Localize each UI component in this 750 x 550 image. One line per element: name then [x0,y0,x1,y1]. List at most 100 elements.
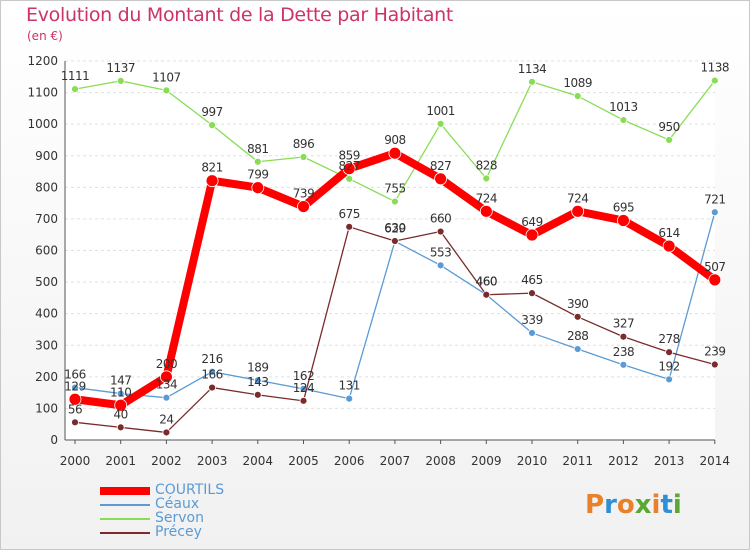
data-point [208,383,217,392]
x-tick-label: 2010 [517,454,548,468]
data-point [617,214,630,227]
data-point [710,76,719,85]
data-label: 1134 [518,62,547,76]
data-label: 1111 [61,69,90,83]
data-label: 1107 [152,70,181,84]
data-label: 755 [384,182,405,196]
logo-letter: t [660,490,673,520]
data-label: 799 [247,168,268,182]
data-point [71,383,79,392]
x-tick-label: 2013 [654,454,685,468]
logo-letter: i [672,490,682,520]
data-label: 1137 [106,61,135,75]
data-label: 1138 [701,61,730,75]
data-label: 339 [521,313,542,327]
data-label: 192 [658,359,679,373]
data-point [345,394,354,403]
data-point [573,312,582,321]
data-label: 695 [613,200,634,214]
data-point [665,348,673,357]
data-point [345,222,354,231]
unit-label: (en €) [27,29,63,43]
proxiti-logo: Proxiti [585,490,682,520]
legend-swatch-courtils [100,487,150,495]
data-label: 460 [476,275,497,289]
data-label: 465 [521,273,542,287]
data-label: 278 [658,332,679,346]
data-point [619,332,628,341]
data-point [162,393,171,402]
data-label: 649 [521,215,542,229]
data-point [388,146,402,160]
x-tick-label: 2001 [105,454,136,468]
data-point [662,239,676,253]
x-tick-label: 2008 [425,454,456,468]
legend-item-ceaux[interactable]: Céaux [100,496,320,512]
chart-title: Evolution du Montant de la Dette par Hab… [26,4,454,26]
data-label: 827 [430,159,451,173]
legend-label: Céaux [155,496,200,512]
data-label: 1001 [426,104,455,118]
data-point [205,174,219,188]
legend-item-precey[interactable]: Précey [100,524,320,540]
y-tick-label: 500 [35,275,58,289]
data-label: 239 [704,345,725,359]
data-label: 859 [338,149,359,163]
data-point [708,273,722,287]
y-tick-label: 200 [35,370,58,384]
data-label: 739 [293,187,314,201]
x-tick-label: 2011 [562,454,593,468]
data-label: 821 [201,161,222,175]
y-tick-label: 400 [35,307,58,321]
x-tick-label: 2004 [243,454,274,468]
logo-letter: P [585,490,605,520]
data-label: 827 [338,159,359,173]
data-point [162,428,171,437]
data-label: 327 [613,317,634,331]
data-point [665,136,673,144]
x-tick-label: 2012 [608,454,639,468]
data-point [114,398,128,412]
data-label: 147 [110,374,131,388]
data-point [116,389,125,398]
data-point [299,396,308,405]
data-label: 216 [201,352,222,366]
data-label: 200 [156,357,177,371]
legend-label: COURTILS [155,482,225,498]
data-point [525,228,539,242]
x-tick-label: 2005 [288,454,319,468]
data-label: 614 [658,226,679,240]
data-point [116,423,125,432]
data-label: 828 [476,158,497,172]
data-label: 553 [430,245,451,259]
logo-letter: x [634,490,652,520]
data-label: 143 [247,375,268,389]
y-tick-label: 300 [35,338,58,352]
data-label: 24 [159,412,173,426]
y-tick-label: 1200 [27,54,58,68]
data-point [436,227,445,236]
data-point [390,197,399,206]
legend-item-courtils[interactable]: COURTILS [100,482,320,498]
data-label: 238 [613,345,634,359]
data-point [208,367,217,376]
data-label: 896 [293,137,314,151]
x-tick-label: 2007 [380,454,411,468]
data-point [482,290,491,299]
data-point [528,289,536,298]
data-point [208,121,217,130]
data-label: 1089 [563,76,592,90]
x-tick-label: 2002 [151,454,182,468]
data-label: 629 [384,221,405,235]
data-label: 460 [476,275,497,289]
data-label: 675 [338,207,359,221]
legend-swatch-ceaux [100,504,150,506]
y-tick-label: 0 [50,433,58,447]
legend-item-servon[interactable]: Servon [100,510,320,526]
data-label: 166 [201,368,222,382]
y-tick-label: 1100 [27,86,58,100]
data-point [482,174,491,183]
data-label: 129 [64,379,85,393]
logo-letter: o [616,490,635,520]
